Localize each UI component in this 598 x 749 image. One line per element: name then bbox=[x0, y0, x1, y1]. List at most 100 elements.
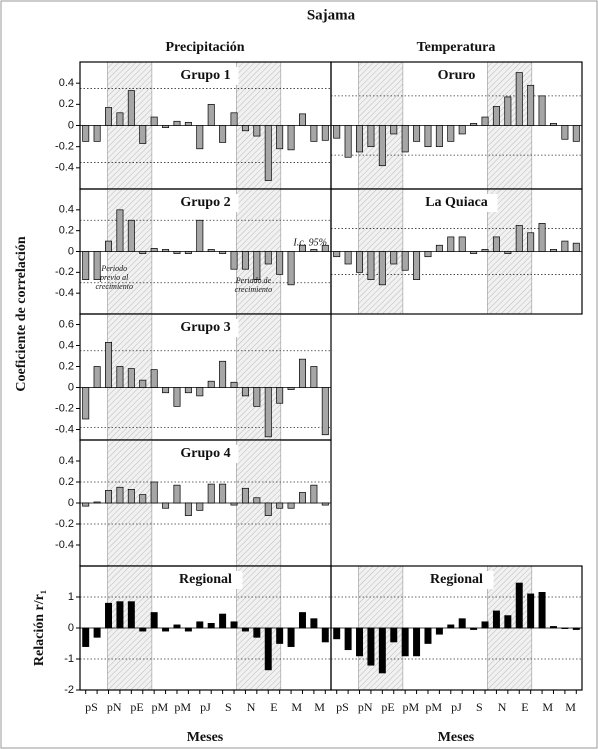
bar bbox=[230, 502, 238, 506]
bar bbox=[173, 387, 181, 407]
x-tick-label: pS bbox=[336, 700, 349, 714]
bar bbox=[264, 502, 272, 516]
bar bbox=[435, 125, 443, 148]
bar bbox=[276, 251, 284, 275]
bar bbox=[82, 387, 90, 420]
x-tick-label: S bbox=[476, 700, 483, 714]
bar bbox=[538, 95, 546, 126]
bar bbox=[139, 494, 147, 504]
bar bbox=[310, 249, 318, 252]
bar bbox=[310, 366, 318, 388]
y-tick-label: -0.2 bbox=[55, 518, 74, 530]
bar bbox=[184, 387, 192, 394]
shaded-period bbox=[236, 313, 282, 441]
bar bbox=[241, 125, 249, 132]
bar bbox=[184, 251, 192, 254]
x-tick-label: M bbox=[314, 700, 325, 714]
x-tick-label: pE bbox=[381, 700, 394, 714]
bar bbox=[413, 125, 421, 142]
bar bbox=[105, 490, 113, 504]
bar bbox=[219, 251, 227, 254]
x-tick-label: pE bbox=[130, 700, 143, 714]
y-tick-label: 0.4 bbox=[59, 77, 74, 89]
bar bbox=[390, 627, 398, 643]
x-tick-label: pM bbox=[174, 700, 191, 714]
panel-title: La Quiaca bbox=[425, 195, 488, 210]
bar bbox=[253, 125, 261, 137]
bar bbox=[390, 125, 398, 135]
bar bbox=[298, 492, 306, 504]
bar bbox=[127, 219, 135, 252]
bar bbox=[424, 125, 432, 148]
bar bbox=[230, 621, 238, 629]
y-axis-label: Coeficiente de correlación bbox=[14, 236, 29, 391]
y-tick-label: 0.4 bbox=[59, 455, 74, 467]
y-tick-label: -0.2 bbox=[55, 266, 74, 278]
x-tick-label: pM bbox=[425, 700, 442, 714]
bar bbox=[276, 627, 284, 644]
bar bbox=[333, 251, 341, 258]
bar bbox=[116, 486, 124, 504]
bar bbox=[93, 501, 101, 504]
title-bg bbox=[172, 67, 239, 85]
bar bbox=[413, 251, 421, 280]
figure-title: Sajama bbox=[307, 7, 356, 23]
bar bbox=[458, 125, 466, 135]
title-bg bbox=[419, 571, 494, 589]
panel-border bbox=[330, 188, 583, 315]
bar bbox=[127, 601, 135, 629]
panel-title: Grupo 3 bbox=[180, 320, 230, 335]
bar bbox=[572, 125, 580, 142]
annotation: I.c. 95% bbox=[292, 237, 327, 248]
x-tick-label: N bbox=[247, 700, 256, 714]
bar bbox=[253, 497, 261, 504]
bar bbox=[207, 103, 215, 126]
panel-title: Grupo 2 bbox=[180, 195, 230, 210]
y-tick-label: 0.2 bbox=[59, 225, 74, 237]
bar bbox=[173, 251, 181, 254]
bar bbox=[287, 387, 295, 390]
bar bbox=[276, 125, 284, 150]
bar bbox=[162, 249, 170, 252]
bar bbox=[515, 225, 523, 252]
bar bbox=[424, 627, 432, 644]
title-bg bbox=[172, 194, 239, 212]
bar bbox=[196, 387, 204, 397]
bar bbox=[333, 627, 341, 640]
bar bbox=[241, 487, 249, 504]
bar bbox=[196, 502, 204, 511]
bar bbox=[207, 249, 215, 252]
bar bbox=[116, 209, 124, 252]
bar bbox=[139, 627, 147, 632]
bar bbox=[527, 593, 535, 629]
annotation: Periodo bbox=[100, 264, 127, 273]
bar bbox=[196, 125, 204, 150]
bar bbox=[401, 125, 409, 153]
bar bbox=[481, 116, 489, 126]
bar bbox=[504, 615, 512, 629]
bar bbox=[378, 125, 386, 167]
bar bbox=[184, 627, 192, 632]
bar bbox=[492, 610, 500, 629]
y-tick-label: -0.4 bbox=[55, 423, 74, 435]
bar bbox=[504, 251, 512, 254]
bar bbox=[310, 125, 318, 142]
bar bbox=[572, 242, 580, 252]
x-tick-label: pM bbox=[403, 700, 420, 714]
bar bbox=[184, 502, 192, 516]
bar bbox=[356, 251, 364, 273]
bar bbox=[150, 116, 158, 126]
annotation: previo al bbox=[99, 273, 129, 282]
bar bbox=[572, 627, 580, 630]
bar bbox=[538, 591, 546, 629]
bar bbox=[93, 627, 101, 638]
bar bbox=[150, 248, 158, 252]
annotation: crecimiento bbox=[95, 282, 132, 291]
bar bbox=[298, 612, 306, 629]
bar bbox=[367, 627, 375, 666]
bar bbox=[458, 236, 466, 252]
bar bbox=[367, 251, 375, 280]
bar bbox=[470, 123, 478, 126]
bar bbox=[207, 483, 215, 504]
